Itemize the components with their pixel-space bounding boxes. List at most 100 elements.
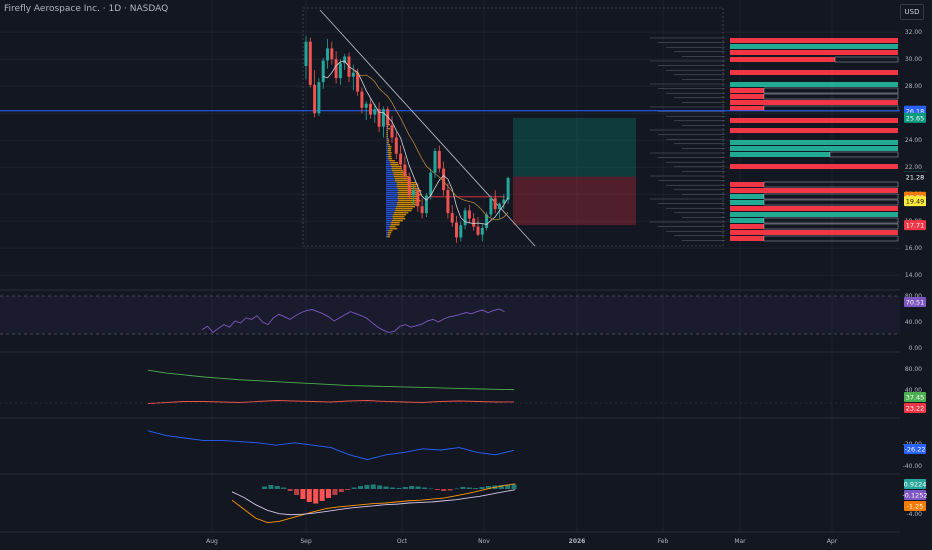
macd-histogram-bar: [428, 489, 433, 490]
macd-histogram-bar: [268, 485, 273, 489]
candle-body: [429, 173, 432, 196]
volume-bar: [386, 234, 388, 235]
candle-body: [335, 59, 338, 78]
volume-bar: [386, 164, 390, 165]
macd-histogram-bar: [460, 487, 465, 489]
price-badge-label: 21.28: [906, 173, 925, 181]
order-block: [730, 212, 898, 217]
volume-bar: [387, 134, 388, 135]
candle-body: [494, 198, 497, 209]
volume-bar: [386, 188, 397, 189]
order-block-outline: [764, 200, 898, 205]
macd-histogram-bar: [345, 489, 350, 490]
macd-line: [232, 484, 515, 523]
macd-histogram-bar: [313, 489, 318, 504]
order-block: [730, 152, 830, 157]
order-block: [730, 88, 764, 93]
order-block: [730, 200, 764, 205]
candle-body: [468, 210, 471, 218]
minus-di-line: [148, 431, 514, 460]
candle-body: [313, 85, 316, 113]
volume-bar: [386, 216, 392, 217]
dmi-tick-label: -40.00: [903, 463, 923, 470]
order-block-outline: [764, 224, 898, 229]
candle-body: [434, 151, 437, 173]
candle-body: [438, 151, 441, 169]
volume-bar: [386, 126, 387, 127]
volume-bar: [386, 172, 393, 173]
macd-panel: [232, 484, 517, 523]
rsi-tick-label: 40.00: [905, 319, 922, 326]
volume-bar: [395, 210, 412, 211]
time-tick-label: Mar: [734, 538, 746, 545]
volume-bar: [386, 192, 398, 193]
volume-bar: [388, 232, 391, 233]
signal-line: [232, 490, 515, 515]
volume-bar: [386, 214, 393, 215]
dmi-badge-label: 23.22: [906, 405, 925, 413]
volume-bar: [386, 210, 395, 211]
candle-body: [309, 42, 312, 85]
volume-bar: [395, 208, 412, 209]
volume-bar: [388, 146, 392, 147]
order-block-outline: [764, 194, 898, 199]
price-tick-label: 32.00: [905, 29, 922, 36]
volume-bar: [386, 224, 391, 225]
candle-body: [464, 210, 467, 225]
volume-bar: [391, 222, 400, 223]
volume-bar: [396, 206, 415, 207]
time-tick-label: Apr: [827, 538, 838, 545]
order-block-outline: [764, 88, 898, 93]
volume-bar: [386, 184, 397, 185]
dmi-badge-label: -26.22: [905, 446, 926, 454]
stop-zone: [513, 177, 636, 225]
candle-body: [412, 190, 415, 195]
macd-histogram-bar: [307, 489, 312, 502]
order-block-outline: [764, 106, 898, 111]
order-block: [730, 230, 898, 235]
time-tick-label: Nov: [478, 538, 490, 545]
volume-bar: [389, 160, 395, 161]
volume-bar: [386, 138, 387, 139]
order-block: [730, 70, 898, 75]
volume-bar: [386, 198, 398, 199]
order-block: [730, 100, 898, 105]
macd-histogram-bar: [409, 486, 414, 489]
order-block: [730, 94, 764, 99]
volume-bar: [386, 220, 392, 221]
candle-body: [305, 42, 308, 66]
volume-bar: [390, 164, 398, 165]
candle-body: [317, 82, 320, 113]
order-blocks-panel: [650, 38, 898, 241]
order-block: [730, 44, 898, 49]
price-badge-label: 25.65: [906, 114, 925, 122]
volume-bar: [392, 220, 403, 221]
volume-bar: [387, 138, 389, 139]
rsi-badge-label: 70.51: [906, 299, 925, 307]
macd-histogram-bar: [288, 489, 293, 491]
volume-bar: [386, 176, 394, 177]
macd-histogram-bar: [467, 488, 472, 490]
macd-histogram-bar: [448, 489, 453, 491]
order-block-outline: [764, 94, 898, 99]
volume-bar: [398, 196, 420, 197]
macd-histogram-bar: [384, 487, 389, 490]
volume-bar: [386, 222, 391, 223]
volume-bar: [386, 226, 389, 227]
volume-bar: [386, 194, 398, 195]
volume-bar: [386, 186, 397, 187]
volume-bar: [386, 140, 387, 141]
price-tick-label: 22.00: [905, 164, 922, 171]
order-block: [730, 128, 898, 133]
volume-bar: [386, 156, 388, 157]
order-block: [730, 164, 898, 169]
rsi-band: [0, 296, 900, 334]
volume-bar: [386, 152, 388, 153]
candle-body: [455, 223, 458, 238]
volume-bar: [386, 166, 392, 167]
volume-bar: [394, 176, 409, 177]
volume-bar: [388, 154, 391, 155]
candle-body: [446, 190, 449, 213]
candle-body: [352, 73, 355, 77]
